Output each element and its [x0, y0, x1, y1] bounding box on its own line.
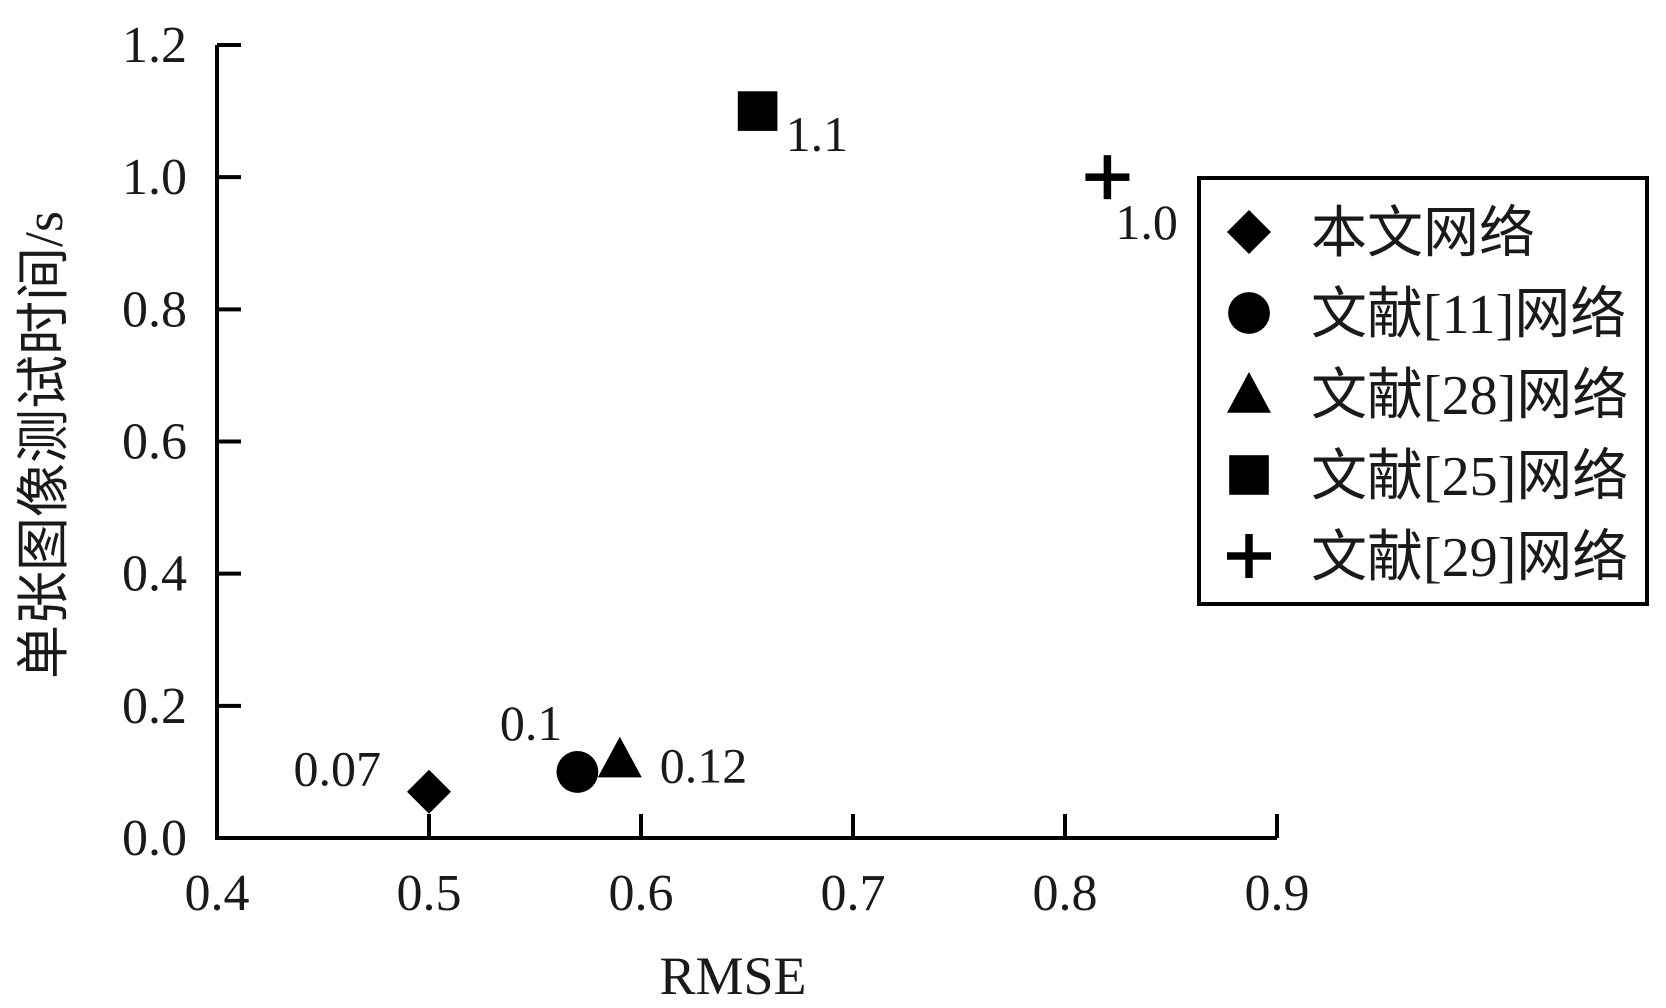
- data-points: [407, 91, 1130, 814]
- legend-label: 文献[28]网络: [1311, 365, 1628, 427]
- legend-marker-square: [1229, 455, 1269, 495]
- y-tick-label: 0.8: [122, 281, 187, 338]
- data-label: 0.12: [660, 738, 748, 794]
- legend-marker-diamond: [1227, 210, 1271, 254]
- x-tick-label: 0.4: [185, 865, 250, 922]
- data-label: 1.0: [1115, 194, 1178, 250]
- legend-marker-circle: [1228, 292, 1270, 334]
- axes: [215, 45, 1277, 840]
- data-labels: 0.07 0.1 0.12 1.1 1.0: [294, 106, 1178, 797]
- legend-marker-plus: [1227, 534, 1271, 578]
- legend-marker-triangle: [1227, 372, 1271, 413]
- point-triangle: [597, 736, 642, 778]
- y-tick-label: 0.4: [122, 546, 187, 603]
- legend-box: [1197, 176, 1649, 606]
- point-circle: [556, 751, 599, 793]
- x-axis-ticks: 0.4 0.5 0.6 0.7 0.8 0.9: [185, 814, 1310, 922]
- x-tick-label: 0.7: [821, 865, 886, 922]
- legend-label: 文献[11]网络: [1311, 284, 1626, 346]
- data-label: 1.1: [786, 106, 849, 162]
- x-tick-label: 0.8: [1033, 865, 1098, 922]
- point-square: [737, 91, 778, 131]
- x-tick-label: 0.9: [1245, 865, 1310, 922]
- legend-label: 文献[25]网络: [1311, 446, 1628, 508]
- y-tick-label: 1.0: [122, 149, 187, 206]
- legend-label: 文献[29]网络: [1311, 527, 1628, 589]
- y-tick-label: 0.0: [122, 810, 187, 867]
- y-axis-title: 单张图像测试时间/s: [14, 211, 74, 679]
- x-tick-label: 0.6: [609, 865, 674, 922]
- data-label: 0.07: [294, 741, 382, 797]
- x-axis-title: RMSE: [659, 946, 806, 1006]
- y-tick-label: 0.2: [122, 678, 187, 735]
- legend-label: 本文网络: [1311, 203, 1535, 265]
- point-plus: [1085, 155, 1130, 200]
- x-tick-label: 0.5: [397, 865, 462, 922]
- y-tick-label: 1.2: [122, 17, 187, 74]
- y-tick-label: 0.6: [122, 414, 187, 471]
- point-diamond: [407, 769, 451, 814]
- y-axis-ticks: 0.0 0.2 0.4 0.6 0.8 1.0 1.2: [122, 17, 241, 867]
- data-label: 0.1: [500, 695, 563, 751]
